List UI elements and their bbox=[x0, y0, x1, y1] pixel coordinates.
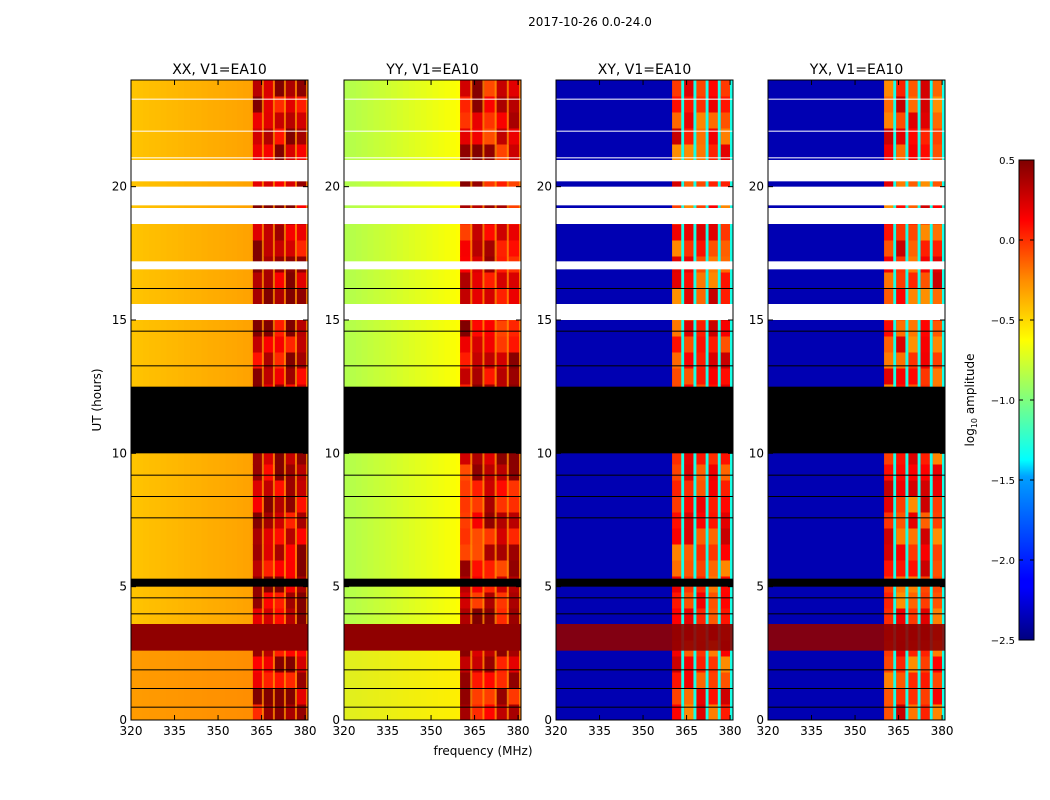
x-tick-label: 320 bbox=[333, 724, 356, 738]
colorbar-tick-label: 0.5 bbox=[999, 156, 1015, 167]
y-tick-label: 20 bbox=[112, 180, 127, 194]
y-tick-label: 5 bbox=[544, 580, 552, 594]
y-tick-label: 20 bbox=[749, 180, 764, 194]
x-tick-label: 380 bbox=[719, 724, 742, 738]
x-tick-label: 335 bbox=[800, 724, 823, 738]
y-tick-label: 15 bbox=[325, 313, 340, 327]
panel-frame bbox=[555, 79, 734, 721]
heatmap-image bbox=[344, 80, 521, 720]
y-tick-label: 5 bbox=[332, 580, 340, 594]
y-tick-label: 15 bbox=[537, 313, 552, 327]
heatmap-image bbox=[768, 80, 945, 720]
x-tick-label: 320 bbox=[545, 724, 568, 738]
figure-title: 2017-10-26 0.0-24.0 bbox=[528, 15, 652, 29]
panel-frame bbox=[130, 79, 309, 721]
panel-4: YX, V1=EA10 320 335 350 365 380 0 5 10 15 20 bbox=[749, 62, 954, 738]
heatmap-image bbox=[556, 80, 733, 720]
y-tick-label: 10 bbox=[537, 446, 552, 460]
x-tick-label: 380 bbox=[507, 724, 530, 738]
y-tick-label: 15 bbox=[112, 313, 127, 327]
y-axis-label: UT (hours) bbox=[90, 368, 104, 431]
y-tick-label: 20 bbox=[325, 180, 340, 194]
y-tick-label: 10 bbox=[112, 446, 127, 460]
x-tick-label: 335 bbox=[163, 724, 186, 738]
colorbar-tick-label: −2.5 bbox=[991, 636, 1015, 647]
x-axis-label: frequency (MHz) bbox=[433, 744, 532, 758]
colorbar-tick-label: −2.0 bbox=[991, 556, 1015, 567]
colorbar-tick-label: 0.0 bbox=[999, 236, 1015, 247]
x-tick-label: 335 bbox=[588, 724, 611, 738]
y-tick-label: 0 bbox=[544, 713, 552, 727]
x-tick-label: 365 bbox=[250, 724, 273, 738]
panel-frame bbox=[767, 79, 946, 721]
y-tick-label: 10 bbox=[325, 446, 340, 460]
panel-3: XY, V1=EA10 320 335 350 365 380 0 5 10 15 20 bbox=[537, 62, 742, 738]
x-tick-label: 350 bbox=[632, 724, 655, 738]
heatmap-image bbox=[131, 80, 308, 720]
panel-title: XY, V1=EA10 bbox=[598, 62, 692, 78]
y-tick-label: 10 bbox=[749, 446, 764, 460]
y-tick-label: 20 bbox=[537, 180, 552, 194]
y-tick-label: 5 bbox=[756, 580, 764, 594]
panel-title: XX, V1=EA10 bbox=[172, 62, 267, 78]
x-tick-label: 350 bbox=[207, 724, 230, 738]
panel-1: XX, V1=EA10 320 335 350 365 380 0 5 10 15 20 bbox=[112, 62, 317, 738]
y-tick-label: 15 bbox=[749, 313, 764, 327]
x-tick-label: 365 bbox=[675, 724, 698, 738]
y-tick-label: 0 bbox=[119, 713, 127, 727]
x-tick-label: 350 bbox=[844, 724, 867, 738]
colorbar: 0.5 0.0 −0.5 −1.0 −1.5 −2.0 −2.5 log10 amplitu… bbox=[963, 156, 1035, 647]
y-tick-label: 0 bbox=[756, 713, 764, 727]
x-tick-label: 365 bbox=[463, 724, 486, 738]
x-tick-label: 380 bbox=[294, 724, 317, 738]
x-tick-label: 380 bbox=[931, 724, 954, 738]
colorbar-tick-label: −0.5 bbox=[991, 316, 1015, 327]
x-tick-label: 335 bbox=[376, 724, 399, 738]
x-tick-label: 320 bbox=[757, 724, 780, 738]
panel-frame bbox=[343, 79, 522, 721]
y-tick-label: 5 bbox=[119, 580, 127, 594]
colorbar-label: log10 amplitude bbox=[963, 354, 979, 447]
panel-title: YX, V1=EA10 bbox=[809, 62, 904, 78]
colorbar-tick-label: −1.5 bbox=[991, 476, 1015, 487]
panel-title: YY, V1=EA10 bbox=[385, 62, 478, 78]
y-tick-label: 0 bbox=[332, 713, 340, 727]
x-tick-label: 350 bbox=[420, 724, 443, 738]
colorbar-tick-label: −1.0 bbox=[991, 396, 1015, 407]
x-tick-label: 320 bbox=[120, 724, 143, 738]
x-tick-label: 365 bbox=[887, 724, 910, 738]
panel-2: YY, V1=EA10 320 335 350 365 380 0 5 10 15 20 bbox=[325, 62, 530, 738]
